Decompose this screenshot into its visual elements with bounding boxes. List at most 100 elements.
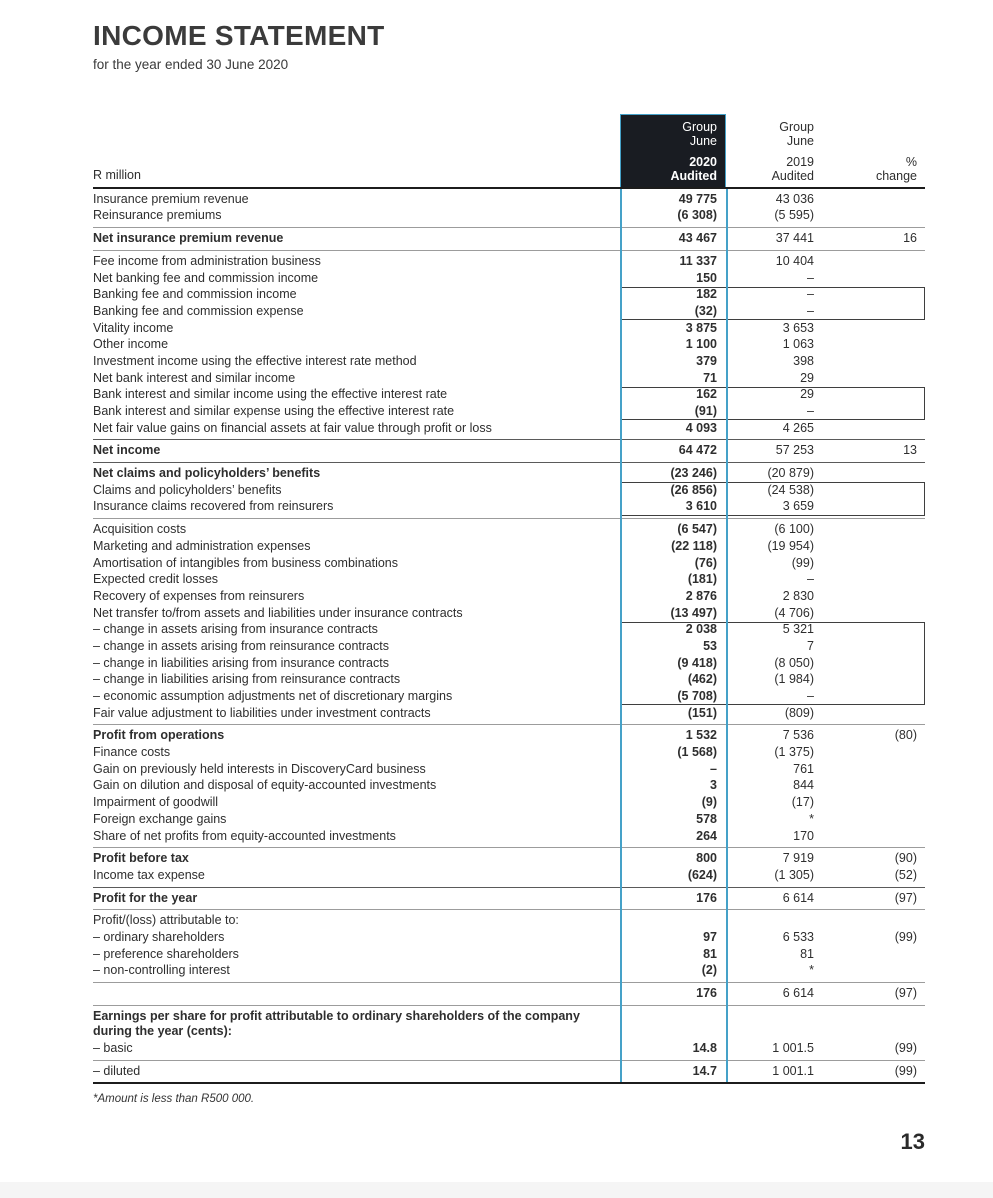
- row-values: (26 856) (24 538): [620, 482, 925, 499]
- value-2020: 150: [696, 270, 717, 285]
- row-values: 176 6 614 (97): [620, 890, 925, 907]
- row-label: Profit/(loss) attributable to:: [93, 913, 239, 928]
- value-change: [826, 638, 925, 655]
- row-values: [620, 913, 925, 930]
- row-label: – diluted: [93, 1063, 141, 1078]
- value-2020: 2 038: [685, 622, 717, 637]
- value-2020: (6 308): [677, 208, 717, 223]
- value-2020: [620, 913, 726, 930]
- value-2019: (20 879): [767, 466, 814, 481]
- value-change: (99): [894, 929, 917, 944]
- table-row: Bank interest and similar income using t…: [93, 386, 925, 404]
- table-row: Profit before tax 800 7 919 (90): [93, 847, 925, 867]
- footnote: *Amount is less than R500 000.: [93, 1092, 255, 1105]
- column-header-group-2020: Group June 2020 Audited: [620, 114, 726, 188]
- value-2020: 71: [703, 370, 717, 385]
- value-2020: 53: [703, 638, 717, 653]
- column-header-line: Audited: [771, 169, 814, 184]
- row-label: Vitality income: [93, 320, 174, 335]
- value-change: [826, 482, 925, 499]
- row-values: (76) (99): [620, 555, 925, 572]
- table-row: Net transfer to/from assets and liabilit…: [93, 605, 925, 622]
- value-2019: 29: [800, 370, 814, 385]
- row-values: (1 568) (1 375): [620, 745, 925, 762]
- row-label: – change in liabilities arising from ins…: [93, 655, 389, 670]
- row-label: Insurance claims recovered from reinsure…: [93, 499, 334, 514]
- table-row: Amortisation of intangibles from busines…: [93, 555, 925, 572]
- table-row: Investment income using the effective in…: [93, 353, 925, 370]
- row-values: 578 *: [620, 811, 925, 828]
- row-values: 53 7: [620, 638, 925, 655]
- row-label-header: R million: [93, 167, 141, 182]
- value-change: [826, 622, 925, 639]
- row-label: Net bank interest and similar income: [93, 370, 296, 385]
- value-2020: 176: [696, 986, 717, 1001]
- table-row: Impairment of goodwill (9) (17): [93, 795, 925, 812]
- value-change: (80): [894, 728, 917, 743]
- value-2019: 1 001.5: [772, 1040, 814, 1055]
- value-2019: 43 036: [775, 191, 814, 206]
- row-label: – preference shareholders: [93, 946, 239, 961]
- row-values: 81 81: [620, 946, 925, 963]
- row-values: 3 875 3 653: [620, 320, 925, 337]
- table-row: Expected credit losses (181) –: [93, 572, 925, 589]
- row-values: (9) (17): [620, 795, 925, 812]
- row-values: 800 7 919 (90): [620, 851, 925, 868]
- table-row: Fee income from administration business 1…: [93, 249, 925, 270]
- row-label: – change in assets arising from reinsura…: [93, 638, 389, 653]
- value-change: [826, 270, 925, 287]
- value-2019: –: [807, 303, 814, 318]
- column-header-line: Group: [682, 120, 717, 135]
- table-row: – diluted 14.7 1 001.1 (99): [93, 1059, 925, 1080]
- row-label: Net insurance premium revenue: [93, 231, 284, 246]
- row-values: 1 532 7 536 (80): [620, 728, 925, 745]
- value-2019: 5 321: [782, 622, 814, 637]
- value-change: [826, 672, 925, 689]
- value-change: [826, 370, 925, 387]
- value-change: (97): [894, 986, 917, 1001]
- value-2020: (32): [694, 303, 717, 318]
- table-row: Vitality income 3 875 3 653: [93, 320, 925, 337]
- row-label: Investment income using the effective in…: [93, 353, 417, 368]
- value-2019: 6 614: [782, 890, 814, 905]
- row-label: Expected credit losses: [93, 572, 219, 587]
- table-body: Insurance premium revenue 49 775 43 036 Rei…: [93, 187, 925, 1084]
- value-change: [826, 499, 925, 516]
- value-change: 13: [903, 443, 917, 458]
- row-label: – economic assumption adjustments net of…: [93, 689, 453, 704]
- table-row: – change in assets arising from reinsura…: [93, 638, 925, 655]
- row-values: 4 093 4 265: [620, 420, 925, 437]
- row-label: Other income: [93, 337, 169, 352]
- value-2019: –: [807, 287, 814, 302]
- value-2019: –: [807, 270, 814, 285]
- table-row: Profit from operations 1 532 7 536 (80): [93, 724, 925, 744]
- row-label: Claims and policyholders’ benefits: [93, 482, 282, 497]
- row-label: Net fair value gains on financial assets…: [93, 420, 492, 435]
- row-values: 150 –: [620, 270, 925, 287]
- row-label: – basic: [93, 1040, 133, 1055]
- row-values: (462) (1 984): [620, 671, 925, 689]
- row-values: 176 6 614 (97): [620, 985, 925, 1002]
- row-label: Fair value adjustment to liabilities und…: [93, 705, 431, 720]
- value-2020: 578: [696, 811, 717, 826]
- table-row: Recovery of expenses from reinsurers 2 87…: [93, 588, 925, 605]
- table-row: Net income 64 472 57 253 13: [93, 439, 925, 459]
- table-row: – ordinary shareholders 97 6 533 (99): [93, 929, 925, 946]
- value-change: [826, 555, 925, 572]
- value-2020: (22 118): [671, 538, 717, 553]
- value-2020: (2): [701, 963, 717, 978]
- value-2020: [620, 1008, 726, 1040]
- row-label: Profit from operations: [93, 728, 225, 743]
- value-2020: (26 856): [670, 482, 717, 497]
- value-change: [826, 1008, 925, 1040]
- value-2019: 7 536: [782, 728, 814, 743]
- row-label: – non-controlling interest: [93, 963, 230, 978]
- column-headers: Group June 2020 Audited Group June 2019 …: [620, 114, 925, 188]
- value-2019: (19 954): [767, 538, 814, 553]
- value-change: [826, 320, 925, 337]
- value-2020: 64 472: [678, 443, 717, 458]
- row-values: 182 –: [620, 286, 925, 304]
- row-label: Impairment of goodwill: [93, 795, 219, 810]
- column-header-line: June: [786, 134, 814, 149]
